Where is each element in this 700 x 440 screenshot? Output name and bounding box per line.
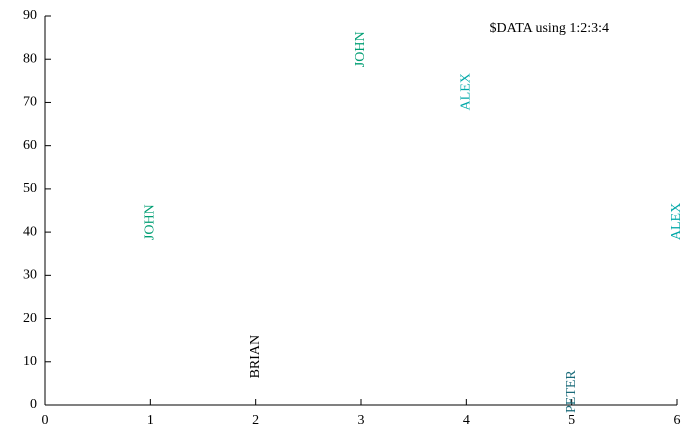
point-label: PETER (564, 370, 579, 413)
x-tick-label: 5 (568, 413, 575, 428)
x-tick-label: 0 (42, 413, 49, 428)
y-tick-label: 30 (23, 268, 37, 283)
y-tick-label: 40 (23, 224, 37, 239)
y-tick-label: 90 (23, 8, 37, 23)
y-tick-label: 80 (23, 51, 37, 66)
y-tick-label: 0 (30, 397, 37, 412)
point-label: BRIAN (248, 335, 263, 379)
x-tick-label: 6 (674, 413, 681, 428)
x-tick-label: 2 (252, 413, 259, 428)
legend-label: $DATA using 1:2:3:4 (490, 21, 609, 36)
y-tick-label: 70 (23, 95, 37, 110)
y-tick-label: 20 (23, 311, 37, 326)
x-tick-label: 4 (463, 413, 470, 428)
point-label: ALEX (459, 73, 474, 110)
x-tick-label: 3 (358, 413, 365, 428)
point-label: JOHN (353, 31, 368, 67)
y-tick-label: 50 (23, 181, 37, 196)
point-label: JOHN (143, 204, 158, 240)
y-tick-label: 60 (23, 138, 37, 153)
x-tick-label: 1 (147, 413, 154, 428)
point-label: ALEX (669, 203, 684, 240)
y-tick-label: 10 (23, 354, 37, 369)
